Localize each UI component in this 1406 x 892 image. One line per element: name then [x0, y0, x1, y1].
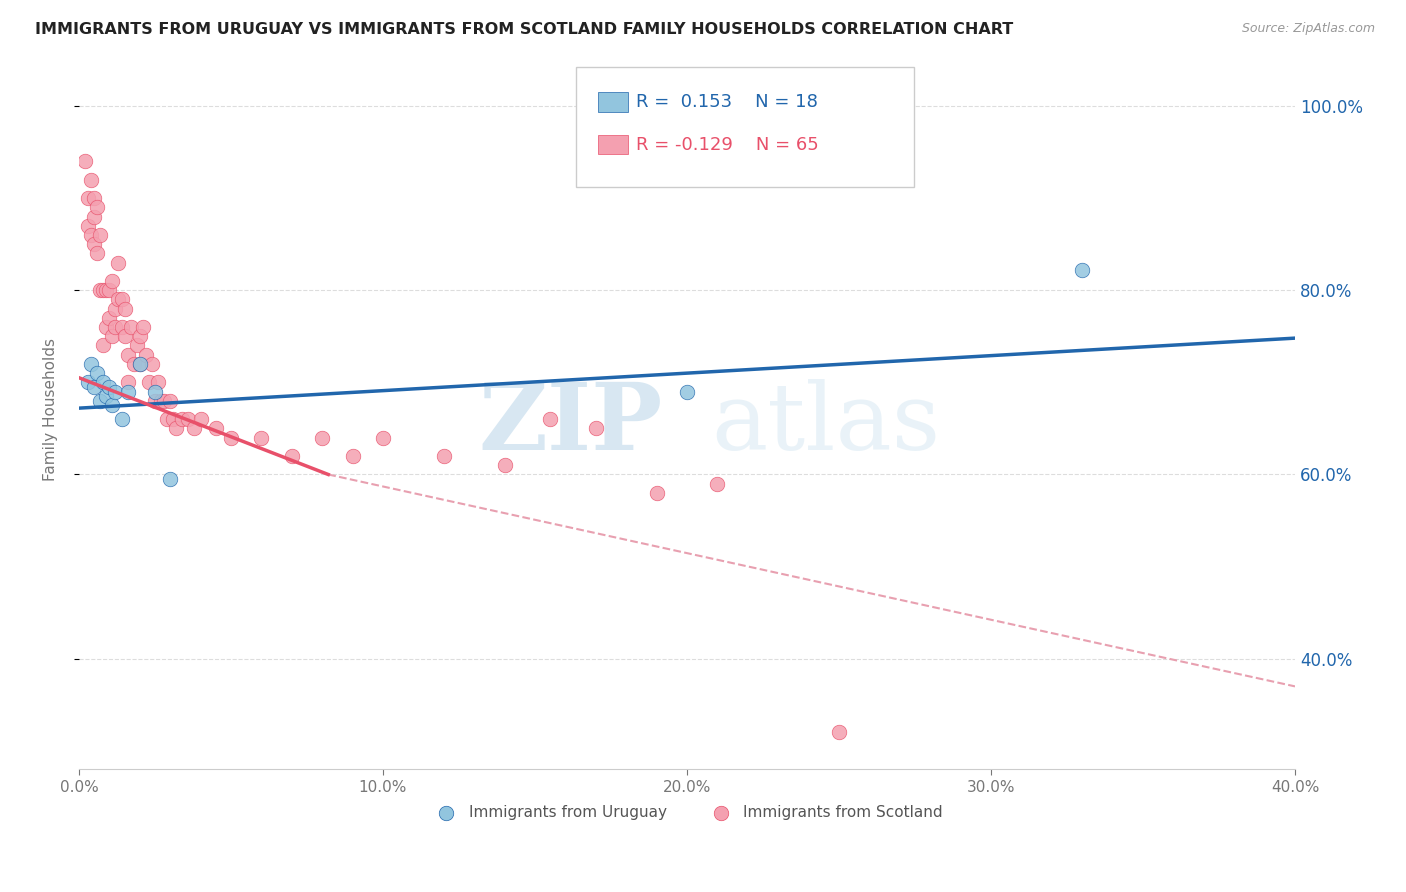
Point — [86, 366, 108, 380]
Y-axis label: Family Households: Family Households — [44, 338, 58, 482]
Point — [342, 449, 364, 463]
Text: ZIP: ZIP — [478, 379, 662, 469]
Point — [80, 357, 103, 371]
Point — [143, 393, 166, 408]
Point — [538, 412, 561, 426]
Point — [117, 384, 139, 399]
Point — [104, 384, 127, 399]
Point — [159, 393, 181, 408]
Point — [91, 283, 114, 297]
Point — [120, 320, 142, 334]
Point — [183, 421, 205, 435]
Point — [91, 338, 114, 352]
Point — [146, 376, 169, 390]
Point — [204, 421, 226, 435]
Point — [585, 421, 607, 435]
Point — [98, 380, 121, 394]
Point — [159, 472, 181, 486]
Point — [128, 329, 150, 343]
Point — [86, 200, 108, 214]
Point — [114, 329, 136, 343]
Point — [311, 431, 333, 445]
Point — [91, 376, 114, 390]
Point — [122, 357, 145, 371]
Point — [83, 191, 105, 205]
Point — [110, 412, 132, 426]
Point — [250, 431, 273, 445]
Text: Source: ZipAtlas.com: Source: ZipAtlas.com — [1241, 22, 1375, 36]
Point — [117, 348, 139, 362]
Point — [150, 393, 173, 408]
Point — [80, 172, 103, 186]
Point — [172, 412, 194, 426]
Point — [101, 398, 124, 412]
Point — [135, 348, 157, 362]
Point — [107, 255, 129, 269]
Point — [706, 476, 728, 491]
Point — [141, 357, 163, 371]
Point — [117, 376, 139, 390]
Point — [104, 320, 127, 334]
Point — [165, 421, 187, 435]
Point — [83, 210, 105, 224]
Point — [86, 246, 108, 260]
Point — [281, 449, 304, 463]
Point — [128, 357, 150, 371]
Point — [162, 412, 184, 426]
Point — [98, 310, 121, 325]
Point — [110, 293, 132, 307]
Point — [101, 274, 124, 288]
Point — [138, 376, 160, 390]
Text: R = -0.129    N = 65: R = -0.129 N = 65 — [636, 136, 818, 153]
Point — [125, 338, 148, 352]
Point — [80, 227, 103, 242]
Point — [219, 431, 242, 445]
Point — [77, 191, 100, 205]
Point — [96, 283, 118, 297]
Text: atlas: atlas — [711, 379, 941, 469]
Point — [96, 389, 118, 403]
Point — [1071, 263, 1094, 277]
Point — [828, 725, 851, 739]
Point — [645, 486, 668, 500]
Legend: Immigrants from Uruguay, Immigrants from Scotland: Immigrants from Uruguay, Immigrants from… — [425, 799, 949, 826]
Point — [107, 293, 129, 307]
Point — [89, 283, 111, 297]
Point — [101, 329, 124, 343]
Point — [177, 412, 200, 426]
Point — [77, 376, 100, 390]
Point — [128, 357, 150, 371]
Point — [433, 449, 456, 463]
Text: IMMIGRANTS FROM URUGUAY VS IMMIGRANTS FROM SCOTLAND FAMILY HOUSEHOLDS CORRELATIO: IMMIGRANTS FROM URUGUAY VS IMMIGRANTS FR… — [35, 22, 1014, 37]
Point — [89, 393, 111, 408]
Point — [114, 301, 136, 316]
Point — [73, 154, 96, 169]
Point — [110, 320, 132, 334]
Point — [153, 393, 176, 408]
Point — [494, 458, 516, 473]
Text: R =  0.153    N = 18: R = 0.153 N = 18 — [636, 93, 817, 111]
Point — [98, 283, 121, 297]
Point — [104, 301, 127, 316]
Point — [83, 380, 105, 394]
Point — [77, 219, 100, 233]
Point — [143, 384, 166, 399]
Point — [132, 320, 155, 334]
Point — [89, 227, 111, 242]
Point — [676, 384, 699, 399]
Point — [371, 431, 394, 445]
Point — [83, 237, 105, 252]
Point — [156, 412, 179, 426]
Point — [190, 412, 212, 426]
Point — [96, 320, 118, 334]
